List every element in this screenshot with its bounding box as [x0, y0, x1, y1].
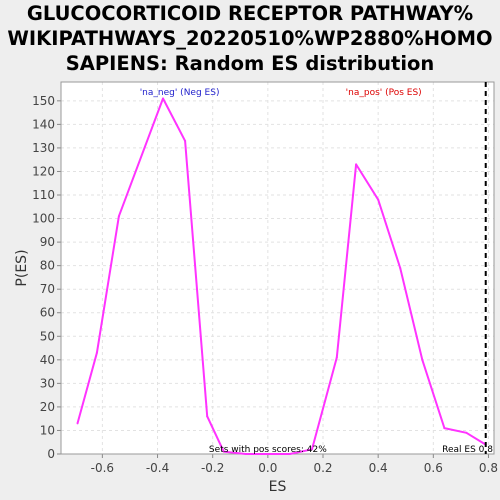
data-point	[184, 139, 187, 142]
neg-es-label: 'na_neg' (Neg ES)	[140, 88, 220, 98]
y-tick-label: 20	[40, 400, 55, 414]
x-tick-label: 0.4	[369, 461, 388, 475]
data-point	[399, 267, 402, 269]
chart-title-line-1: GLUCOCORTICOID RECEPTOR PATHWAY%	[26, 2, 474, 25]
data-point	[355, 163, 358, 166]
y-tick-label: 100	[32, 212, 55, 226]
y-tick-label: 40	[40, 353, 55, 367]
x-axis-label: ES	[269, 479, 287, 495]
axes: 0 10 20 30 40 50 60 70 80 90 100 110 120 130 140 150 -0.…	[32, 81, 498, 475]
data-point	[465, 431, 468, 434]
data-point	[95, 351, 98, 354]
chart-title-line-3: SAPIENS: Random ES distribution	[65, 52, 435, 75]
data-point	[266, 453, 269, 455]
real-es-annotation: Real ES 0.8	[442, 445, 493, 455]
y-tick-label: 30	[40, 376, 55, 390]
y-tick-label: 0	[47, 447, 55, 461]
data-point	[335, 356, 338, 359]
y-tick-label: 10	[40, 423, 55, 437]
y-tick-label: 70	[40, 282, 55, 296]
y-tick-label: 80	[40, 259, 55, 273]
x-tick-label: 0.6	[424, 461, 443, 475]
x-tick-label: 0.0	[258, 461, 277, 475]
data-point	[162, 97, 165, 100]
data-point	[377, 198, 380, 201]
pos-es-label: 'na_pos' (Pos ES)	[346, 88, 422, 98]
data-point	[244, 453, 247, 455]
series-layer	[76, 82, 487, 455]
data-point	[206, 415, 209, 418]
y-tick-label: 150	[32, 94, 55, 108]
y-tick-label: 60	[40, 306, 55, 320]
data-point	[288, 453, 291, 455]
y-tick-label: 140	[32, 117, 55, 131]
chart-title-line-2: WIKIPATHWAYS_20220510%WP2880%HOMO	[7, 27, 493, 50]
data-point	[76, 422, 79, 425]
plot-area	[61, 82, 494, 454]
y-tick-label: 120	[32, 164, 55, 178]
y-tick-label: 90	[40, 235, 55, 249]
x-tick-label: -0.6	[91, 461, 114, 475]
x-tick-label: -0.2	[201, 461, 224, 475]
y-tick-label: 110	[32, 188, 55, 202]
data-point	[310, 448, 313, 451]
annotations-layer: 'na_neg' (Neg ES) 'na_pos' (Pos ES) Sets w…	[140, 88, 494, 455]
x-tick-label: 0.2	[313, 461, 332, 475]
y-tick-label: 50	[40, 329, 55, 343]
y-axis-label: P(ES)	[14, 249, 30, 286]
y-tick-label: 130	[32, 141, 55, 155]
data-point	[117, 215, 120, 218]
data-point	[222, 450, 225, 453]
data-point	[443, 427, 446, 430]
x-tick-label: -0.4	[146, 461, 169, 475]
pos-scores-annotation: Sets with pos scores: 42%	[209, 445, 327, 455]
x-tick-label: 0.8	[479, 461, 498, 475]
data-point	[421, 358, 424, 361]
